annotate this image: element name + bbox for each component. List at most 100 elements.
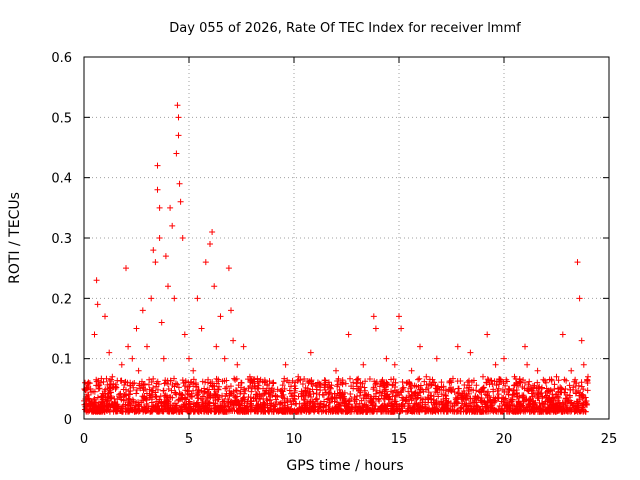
noise-point [375,395,382,402]
noise-point [389,408,396,415]
data-point [467,349,474,356]
noise-point [334,383,341,390]
noise-point [187,393,194,400]
noise-point [383,407,390,414]
data-point [221,355,228,362]
noise-point [132,408,139,415]
noise-point [292,379,299,386]
noise-point [305,379,312,386]
noise-point [120,393,127,400]
data-point [391,361,398,368]
noise-point [226,387,233,394]
noise-floor [81,375,591,415]
noise-point [523,404,530,411]
data-point [480,373,486,380]
noise-point [335,408,342,415]
noise-point [373,387,380,394]
noise-point [423,381,430,388]
noise-point [365,407,372,414]
noise-point [154,386,161,393]
x-axis-label: GPS time / hours [286,458,403,474]
noise-point [236,402,243,409]
noise-point [102,386,109,393]
noise-point [389,403,396,410]
noise-point [416,375,423,382]
data-point [174,102,181,109]
noise-point [309,386,316,393]
data-point [417,343,423,350]
noise-point [427,396,434,403]
noise-point [130,384,137,391]
noise-point [498,398,505,405]
noise-point [135,399,142,406]
noise-point [533,405,540,412]
noise-point [194,391,201,398]
noise-point [563,377,570,384]
noise-point [353,396,360,403]
data-point [270,379,276,386]
noise-point [216,394,223,401]
x-tick-label: 0 [80,432,88,447]
noise-point [285,379,292,386]
noise-point [378,392,385,399]
data-point [209,228,216,235]
grid-lines [84,57,609,419]
noise-point [459,400,466,407]
noise-point [442,392,449,399]
noise-point [324,396,331,403]
noise-point [364,408,371,415]
noise-point [238,379,245,386]
noise-point [329,394,336,401]
noise-point [567,386,574,393]
noise-point [297,377,304,384]
noise-point [314,379,321,386]
noise-point [472,393,479,400]
noise-point [231,397,238,404]
noise-point [150,384,157,391]
data-point [511,373,518,380]
data-point [175,114,182,121]
noise-point [385,395,392,402]
noise-point [546,402,553,409]
noise-point [551,386,558,393]
noise-point [248,388,255,395]
noise-point [145,381,152,388]
data-point [160,355,167,362]
data-point [175,132,182,139]
noise-point [133,386,140,393]
noise-point [521,379,528,386]
noise-point [267,396,274,403]
noise-point [457,377,464,384]
x-tick-label: 15 [391,432,408,447]
noise-point [513,390,520,397]
noise-point [228,398,235,405]
noise-point [415,401,422,408]
noise-point [279,382,286,389]
data-point [492,361,499,368]
noise-point [424,394,431,401]
noise-point [204,386,211,393]
noise-point [547,387,554,394]
noise-point [205,400,212,407]
noise-point [162,379,169,386]
data-point [585,373,591,380]
noise-point [165,385,172,392]
noise-point [362,378,369,385]
noise-point [186,383,193,390]
noise-point [369,398,376,405]
data-point [150,247,157,254]
noise-point [341,396,348,403]
noise-point [402,408,409,415]
noise-point [101,408,108,415]
noise-point [540,376,547,383]
noise-point [417,386,424,393]
data-point [398,325,405,332]
noise-point [106,383,113,390]
noise-point [227,383,234,390]
noise-point [234,408,241,415]
noise-point [122,378,129,385]
noise-point [129,380,136,387]
data-point [154,186,161,193]
noise-point [160,408,167,415]
noise-point [313,383,320,390]
